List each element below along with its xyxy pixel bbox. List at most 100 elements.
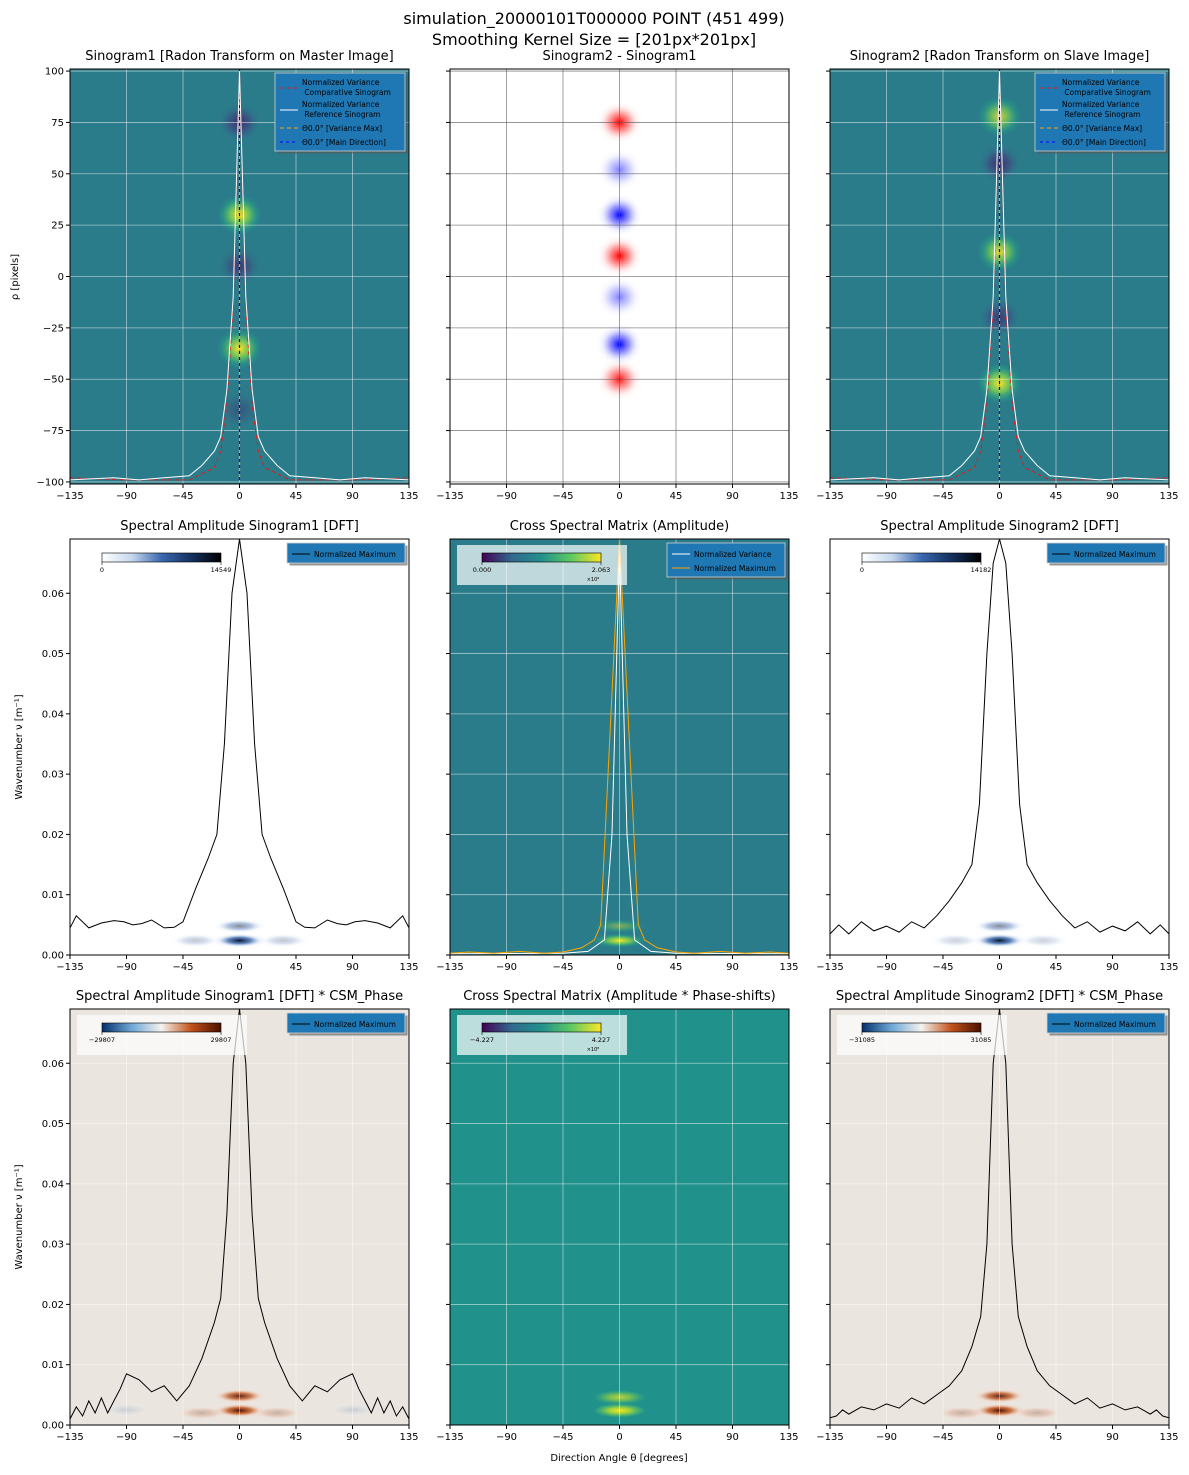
heatmap-p33 (935, 1389, 1064, 1420)
x-tick-label: 45 (670, 491, 683, 502)
x-tick-label: 135 (399, 962, 418, 973)
x-tick-label: −45 (552, 1432, 573, 1443)
series-line-0 (70, 539, 409, 929)
legend-p22 (666, 542, 786, 578)
heatmap-blob (257, 933, 310, 948)
x-tick-label: 90 (726, 1432, 739, 1443)
colorbar-max-label: 4.227 (592, 1036, 611, 1044)
y-tick-label: 0.06 (42, 1059, 64, 1070)
x-tick-label: −135 (436, 491, 463, 502)
colorbar-background (837, 545, 1007, 585)
y-tick-label: 0.06 (42, 589, 64, 600)
legend-label: Normalized Variance Reference Sinogram (1062, 100, 1140, 119)
series-line-0 (70, 1009, 409, 1420)
colorbar-max-label: 14182 (971, 566, 992, 574)
x-tick-label: −45 (552, 962, 573, 973)
y-tick-label: 0.02 (42, 1300, 64, 1311)
heatmap-blob (213, 933, 266, 948)
colorbar-max-label: 14549 (211, 566, 232, 574)
legend-label: Normalized Maximum (1074, 550, 1156, 559)
x-tick-label: −135 (436, 962, 463, 973)
heatmap-blob (935, 1405, 988, 1420)
x-tick-label: −90 (116, 1432, 137, 1443)
heatmap-blob (973, 933, 1026, 948)
colorbar-max-label: 2.063 (592, 566, 611, 574)
x-tick-label: 45 (290, 1432, 303, 1443)
colorbar-max-label: 31085 (971, 1036, 992, 1044)
heatmap-blob (213, 919, 266, 934)
x-tick-label: −45 (932, 962, 953, 973)
heatmap-blob (251, 1405, 304, 1420)
x-tick-label: 135 (1159, 491, 1178, 502)
ylabel-wavenumber-row3: Wavenumber ν [m⁻¹] (14, 1164, 25, 1269)
x-tick-label: 0 (616, 491, 622, 502)
legend-p21 (286, 542, 406, 564)
x-tick-label: 0 (616, 962, 622, 973)
x-tick-label: 135 (399, 1432, 418, 1443)
y-tick-label: 0.04 (42, 709, 64, 720)
panel-title-p11: Sinogram1 [Radon Transform on Master Ima… (85, 49, 393, 64)
x-tick-label: −45 (172, 1432, 193, 1443)
x-tick-label: 90 (346, 962, 359, 973)
y-tick-label: 0 (58, 272, 64, 283)
colorbar (481, 552, 602, 563)
x-tick-label: −90 (496, 491, 517, 502)
legend-label: Normalized Maximum (314, 550, 396, 559)
x-tick-label: −135 (56, 1432, 83, 1443)
legend-label: Θ0.0° [Variance Max] (1062, 124, 1142, 133)
x-tick-label: −45 (932, 491, 953, 502)
colorbar-background (837, 1015, 1007, 1055)
colorbar (101, 552, 222, 563)
colorbar-max-label: 29807 (211, 1036, 232, 1044)
series-line-0 (70, 71, 409, 481)
colorbar-exponent: ×10⁸ (587, 1047, 600, 1053)
figure-title-line2: Smoothing Kernel Size = [201px*201px] (432, 30, 756, 49)
panel-title-p13: Sinogram2 [Radon Transform on Slave Imag… (850, 49, 1150, 64)
x-tick-label: 0 (236, 491, 242, 502)
x-tick-label: −135 (436, 1432, 463, 1443)
x-tick-label: 45 (290, 491, 303, 502)
x-tick-label: 90 (726, 962, 739, 973)
legend-label: Θ0.0° [Main Direction] (1062, 138, 1146, 147)
x-tick-label: −90 (876, 1432, 897, 1443)
x-tick-label: −90 (876, 491, 897, 502)
x-tick-label: 135 (779, 491, 798, 502)
heatmap-blob (929, 933, 982, 948)
y-tick-label: 0.05 (42, 649, 64, 660)
legend-label: Normalized Variance Comparative Sinogram (1062, 78, 1151, 97)
x-tick-label: 135 (779, 962, 798, 973)
heatmap-blob (1017, 933, 1070, 948)
y-tick-label: 25 (51, 221, 64, 232)
y-tick-label: 0.05 (42, 1119, 64, 1130)
legend-label: Normalized Maximum (1074, 1020, 1156, 1029)
legend-label: Normalized Maximum (314, 1020, 396, 1029)
panel-title-p21: Spectral Amplitude Sinogram1 [DFT] (120, 519, 359, 534)
y-tick-label: 50 (51, 169, 64, 180)
plot-background-p21 (70, 539, 409, 955)
x-tick-label: 0 (616, 1432, 622, 1443)
y-tick-label: 100 (45, 67, 64, 78)
y-tick-label: −75 (43, 426, 64, 437)
heatmap-blob (169, 933, 222, 948)
ylabel-rho: ρ [pixels] (10, 254, 21, 300)
legend-label: Normalized Variance Comparative Sinogram (302, 78, 391, 97)
x-tick-label: 135 (1159, 1432, 1178, 1443)
series-line-0 (830, 539, 1169, 935)
legend-label: Normalized Variance Reference Sinogram (302, 100, 380, 119)
panel-title-p31: Spectral Amplitude Sinogram1 [DFT] * CSM… (76, 989, 403, 1004)
y-tick-label: 75 (51, 118, 64, 129)
colorbar (101, 1022, 222, 1033)
panel-title-p23: Spectral Amplitude Sinogram2 [DFT] (880, 519, 1119, 534)
x-tick-label: 135 (779, 1432, 798, 1443)
y-tick-label: 0.01 (42, 890, 64, 901)
x-tick-label: 45 (670, 962, 683, 973)
x-tick-label: −45 (172, 962, 193, 973)
y-tick-label: 0.04 (42, 1179, 64, 1190)
legend-p23 (1046, 542, 1166, 564)
series-line-1 (70, 71, 409, 481)
colorbar-background (77, 545, 247, 585)
ylabel-wavenumber-row2: Wavenumber ν [m⁻¹] (14, 694, 25, 799)
legend-p31 (286, 1012, 406, 1034)
x-tick-label: −45 (172, 491, 193, 502)
